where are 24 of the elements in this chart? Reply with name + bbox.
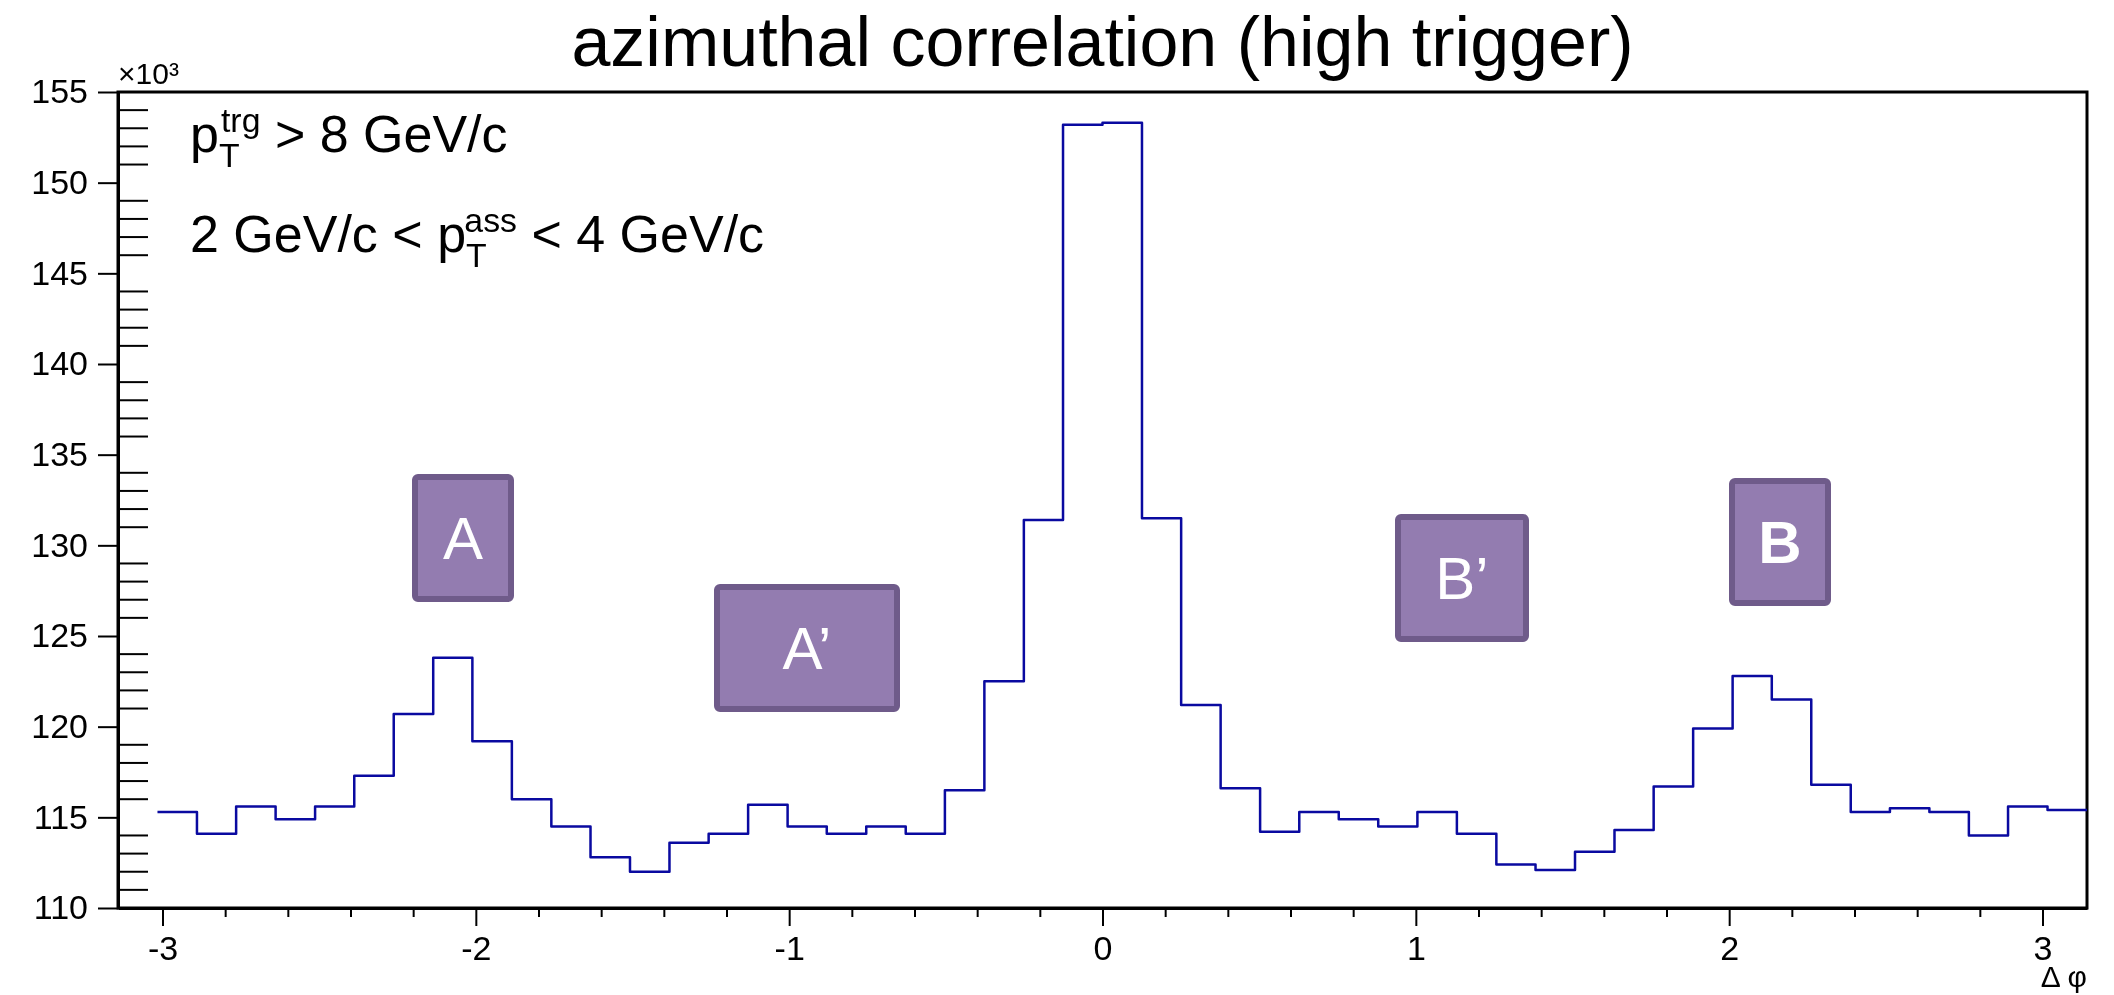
text: ×10³ bbox=[118, 57, 179, 90]
chart-title: azimuthal correlation (high trigger) bbox=[571, 3, 1634, 81]
y-tick-label: 140 bbox=[31, 344, 88, 383]
x-tick-label: -3 bbox=[147, 929, 179, 968]
annotation: B bbox=[1758, 509, 1802, 576]
annotation: A’ bbox=[782, 615, 832, 682]
x-tick-label: 0 bbox=[1093, 929, 1113, 968]
annotation: p$_{T}$$^{trg}$ > 8 GeV/c bbox=[190, 100, 508, 175]
x-tick-label: 1 bbox=[1406, 929, 1426, 968]
x-tick-label: -1 bbox=[774, 929, 805, 968]
y-tick-label: 145 bbox=[31, 253, 88, 292]
y-tick-label: 110 bbox=[33, 888, 88, 927]
y-tick-label: 150 bbox=[31, 163, 88, 202]
annotation: 2 GeV/c < p$_{T}$$^{ass}$ < 4 GeV/c bbox=[190, 200, 765, 275]
y-tick-label: 130 bbox=[31, 525, 88, 564]
y-tick-label: 155 bbox=[31, 72, 88, 111]
x-tick-label: 2 bbox=[1720, 929, 1740, 968]
y-tick-label: 135 bbox=[31, 435, 88, 474]
y-tick-label: 115 bbox=[33, 797, 88, 836]
y-tick-label: 125 bbox=[31, 616, 88, 655]
annotation: B’ bbox=[1435, 545, 1489, 612]
annotation: A bbox=[442, 505, 484, 572]
y-tick-label: 120 bbox=[31, 707, 88, 746]
x-tick-label: -2 bbox=[461, 929, 492, 968]
